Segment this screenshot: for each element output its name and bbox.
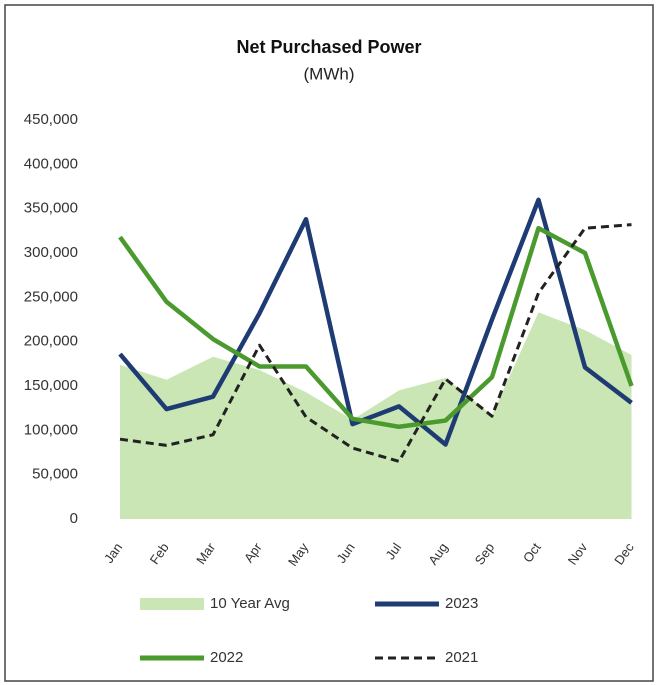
legend-swatch [140, 598, 204, 610]
y-tick-label: 250,000 [24, 288, 78, 305]
y-tick-label: 100,000 [24, 421, 78, 438]
chart-title: Net Purchased Power [236, 37, 421, 57]
line [118, 225, 634, 430]
legend-label: 2021 [445, 649, 478, 666]
y-tick-label: 400,000 [24, 155, 78, 172]
legend-label: 10 Year Avg [210, 595, 290, 612]
chart-subtitle: (MWh) [304, 64, 355, 83]
legend-label: 2022 [210, 649, 243, 666]
y-tick-label: 450,000 [24, 111, 78, 128]
legend-label: 2023 [445, 595, 478, 612]
y-tick-label: 50,000 [32, 466, 78, 483]
y-tick-label: 200,000 [24, 333, 78, 350]
y-tick-label: 300,000 [24, 244, 78, 261]
y-tick-label: 0 [70, 510, 78, 527]
line [118, 197, 633, 447]
y-tick-label: 350,000 [24, 200, 78, 217]
y-tick-label: 150,000 [24, 377, 78, 394]
